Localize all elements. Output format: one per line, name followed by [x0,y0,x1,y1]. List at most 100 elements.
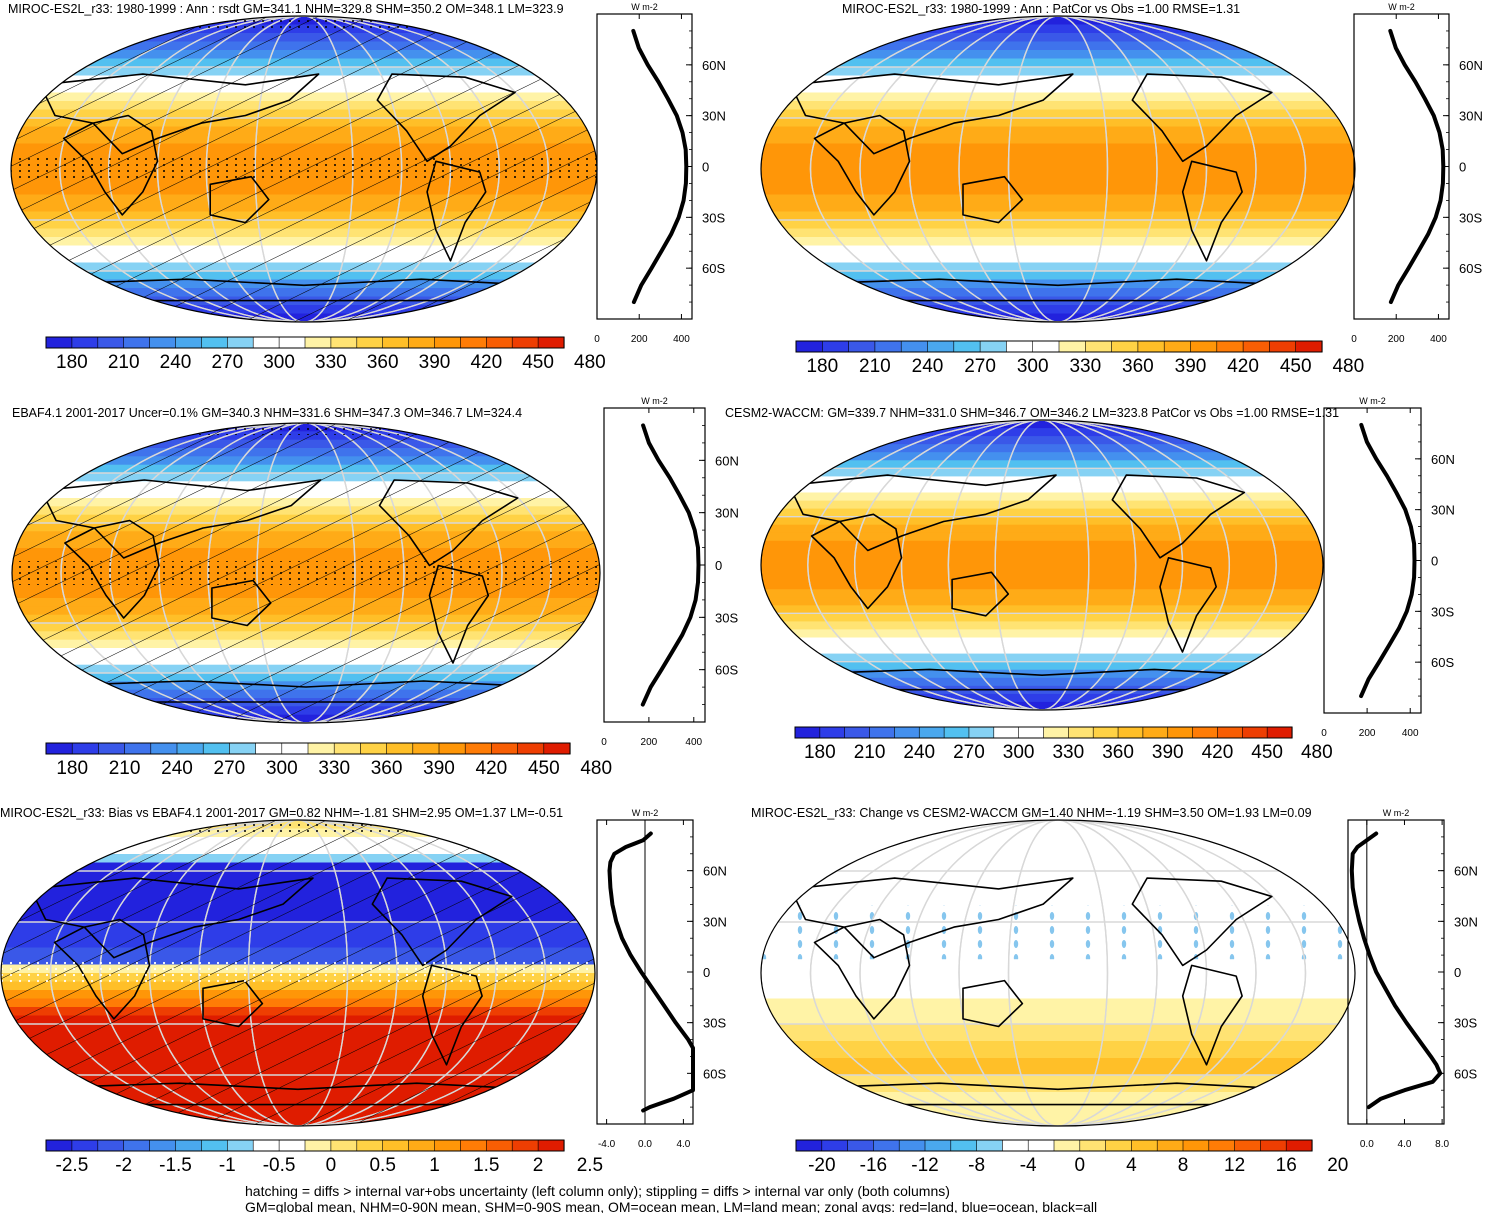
lat-band [761,581,1323,590]
colorbar-swatch [123,1139,151,1152]
colorbar-tick-label: 480 [580,758,612,779]
zonal-x-tick-label: 0 [601,737,607,748]
colorbar-swatch [149,336,177,349]
colorbar-swatch [201,1139,228,1152]
colorbar-tick-label: 2 [533,1155,544,1176]
zonal-x-tick-label: -4.0 [598,1139,616,1150]
lat-band [761,573,1323,582]
colorbar-swatch [1142,726,1169,739]
lat-band [761,1007,1355,1017]
colorbar-swatch [227,1139,254,1152]
colorbar-frame [45,742,571,755]
colorbar-swatch [408,336,436,349]
zonal-x-tick-label: 200 [641,737,658,748]
lat-band [761,605,1323,614]
meridian [994,420,1090,710]
colorbar-tick-label: 1 [429,1155,440,1176]
colorbar-swatch [1242,340,1270,353]
colorbar-swatch [1043,726,1069,739]
stipple-pole [12,423,600,435]
colorbar-swatch [278,1139,306,1152]
lat-band [761,169,1355,179]
coastline [951,571,1010,617]
meridian [947,420,1137,710]
meridian [859,820,1257,1126]
colorbar-tick-label: -4 [1020,1155,1037,1176]
map-border [760,419,1324,711]
lat-band [761,152,1355,162]
colorbar-swatch [175,1139,203,1152]
colorbar-tick-label: 8 [1178,1155,1189,1176]
lat-band [761,160,1355,170]
colorbar-tick-label: -20 [808,1155,835,1176]
zonal-lat-tick-label: 0 [702,160,709,175]
colorbar-tick-label: 240 [160,352,192,373]
colorbar-swatch [281,742,309,755]
colorbar-tick-label: 270 [964,356,996,377]
lat-band [761,484,1323,494]
footer-line-1: hatching = diffs > internal var+obs unce… [245,1183,950,1199]
coastline [1181,964,1243,1066]
colorbar-tick-label: 0 [1075,1155,1086,1176]
lat-band [761,661,1323,671]
lat-band [761,279,1355,289]
colorbar-swatch [894,726,920,739]
colorbar-tick-label: 360 [371,758,403,779]
lat-band [761,194,1355,204]
zonal-x-tick-label: 8.0 [1435,1139,1449,1150]
lat-band [761,220,1355,230]
lat-band [761,118,1355,128]
colorbar-swatch [847,1139,874,1152]
colorbar-swatch [97,1139,125,1152]
zonal-lat-tick-label: 30S [1431,604,1454,619]
colorbar-swatch [1058,340,1086,353]
lat-band [761,1024,1355,1034]
lat-band [761,41,1355,51]
zonal-unit-label: W m-2 [632,808,659,818]
colorbar-swatch [229,742,257,755]
lat-band [761,981,1355,991]
colorbar-swatch [1295,340,1323,353]
lat-band [761,203,1355,213]
colorbar-tick-label: 300 [263,352,295,373]
colorbar-swatch [927,340,955,353]
colorbar-tick-label: 330 [1069,356,1101,377]
colorbar-tick-label: 480 [574,352,606,373]
lat-band [761,460,1323,469]
colorbar-swatch [201,336,228,349]
colorbar-swatch [485,336,513,349]
zonal-x-tick-label: 0 [1321,728,1327,739]
colorbar-tick-label: -12 [911,1155,938,1176]
map-field [761,16,1355,322]
zonal-x-tick-label: 0.0 [638,1139,652,1150]
colorbar-swatch [434,1139,462,1152]
colorbar-tick-label: 420 [476,758,508,779]
lat-band [761,1041,1355,1051]
lat-band [761,956,1355,966]
map-border [760,819,1356,1127]
lat-band [761,228,1355,238]
colorbar-swatch [278,336,306,349]
colorbar-swatch [227,336,254,349]
lat-band [761,669,1323,679]
lat-band [761,540,1323,550]
colorbar-swatch [386,742,414,755]
lat-band [761,254,1355,264]
lat-band [761,548,1323,558]
lat-band [761,135,1355,145]
lat-band [761,556,1323,566]
lat-band [761,597,1323,606]
colorbar-swatch [537,1139,565,1152]
colorbar-swatch [382,336,410,349]
meridian [809,820,1307,1126]
colorbar-swatch [123,336,151,349]
lat-band [761,143,1355,153]
lat-band [761,637,1323,647]
lat-band [761,990,1355,1000]
colorbar-swatch [543,742,571,755]
colorbar-swatch [1079,1139,1107,1152]
colorbar-swatch [1156,1139,1184,1152]
colorbar-tick-label: 2.5 [577,1155,603,1176]
meridian [1007,820,1109,1126]
